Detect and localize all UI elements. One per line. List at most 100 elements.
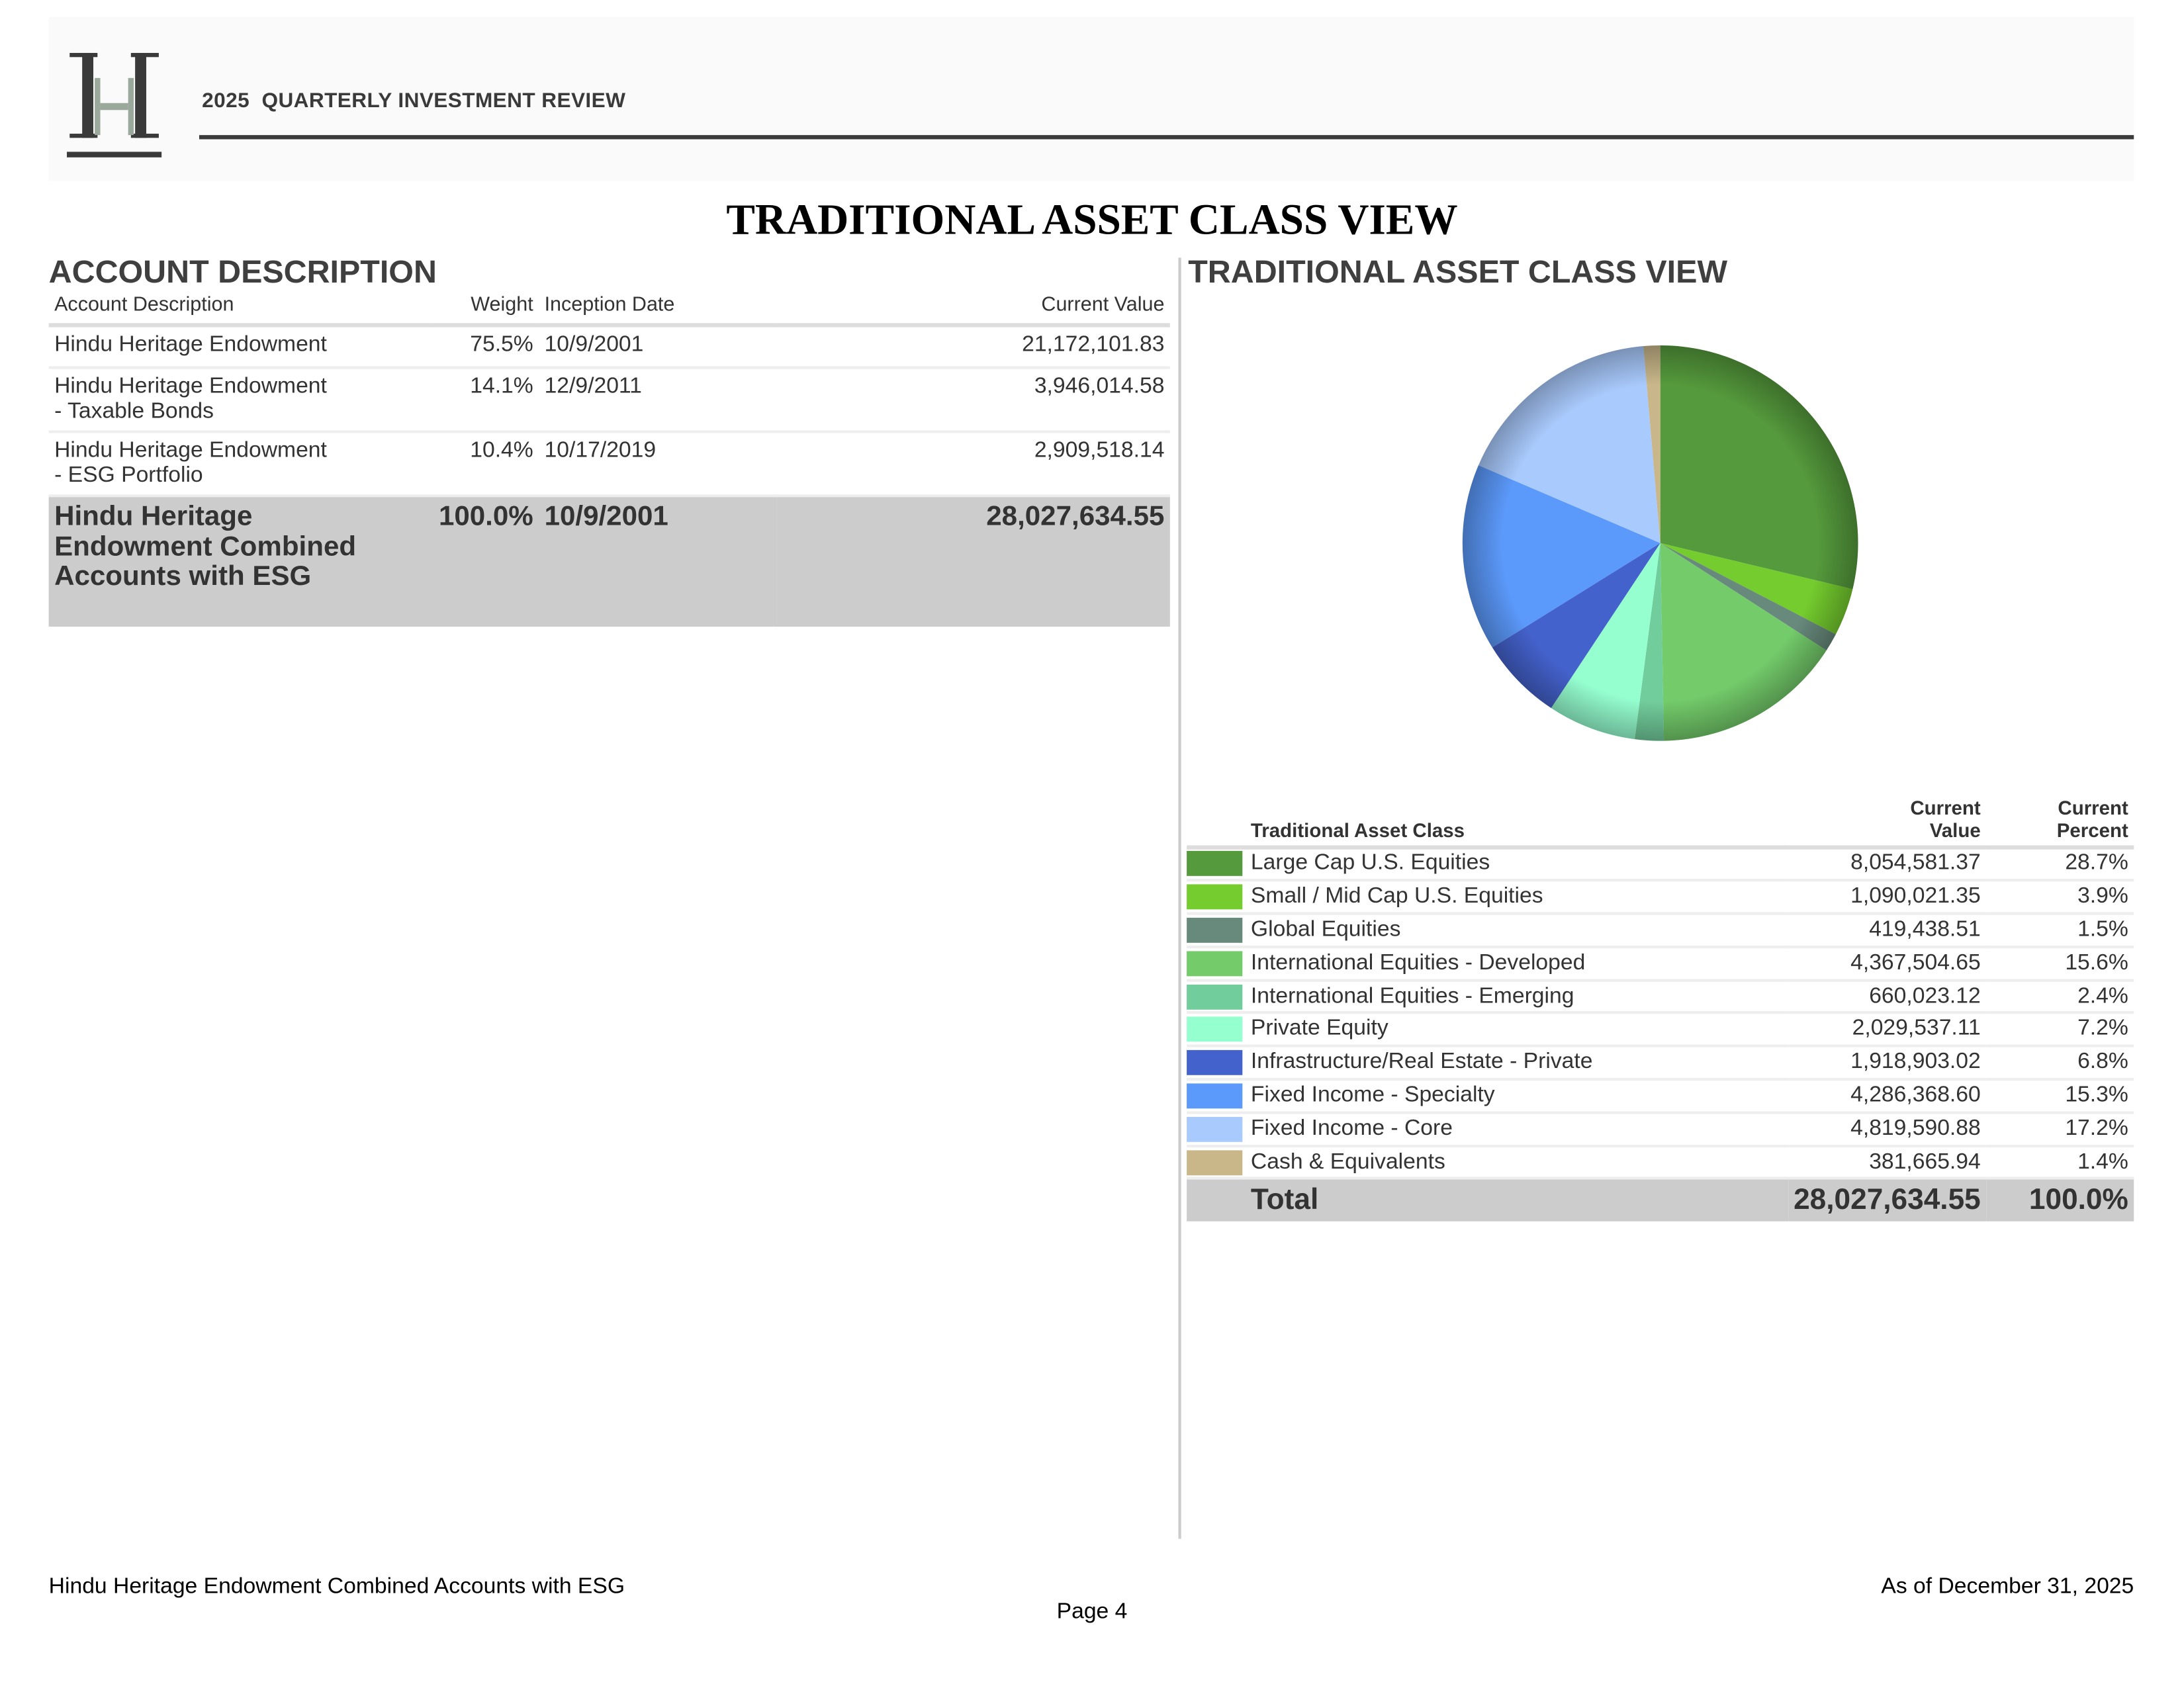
legend-swatch bbox=[1187, 851, 1243, 877]
col-weight: Weight bbox=[433, 289, 539, 328]
total-row: Hindu Heritage Endowment Combined Accoun… bbox=[48, 496, 1170, 627]
asset-class-name: Global Equities bbox=[1245, 913, 1788, 948]
column-divider bbox=[1178, 257, 1181, 1539]
legend-swatch bbox=[1187, 1149, 1243, 1175]
swatch-cell bbox=[1187, 880, 1246, 915]
footer-account-name: Hindu Heritage Endowment Combined Accoun… bbox=[48, 1575, 625, 1599]
asset-section-title: TRADITIONAL ASSET CLASS VIEW bbox=[1188, 253, 1728, 290]
weight: 75.5% bbox=[433, 325, 539, 369]
total-description: Hindu Heritage Endowment Combined Accoun… bbox=[48, 496, 433, 627]
asset-class-value: 1,918,903.02 bbox=[1788, 1046, 1987, 1081]
total-value: 28,027,634.55 bbox=[772, 496, 1170, 627]
weight: 14.1% bbox=[433, 367, 539, 433]
swatch-cell bbox=[1187, 846, 1246, 882]
table-row: Hindu Heritage Endowment - Taxable Bonds … bbox=[48, 367, 1170, 433]
legend-swatch bbox=[1187, 917, 1243, 943]
pie-shading bbox=[1462, 345, 1858, 741]
inception-date: 12/9/2011 bbox=[539, 367, 773, 433]
inception-date: 10/9/2001 bbox=[539, 325, 773, 369]
header-line: Percent bbox=[2056, 818, 2128, 841]
weight: 10.4% bbox=[433, 431, 539, 498]
asset-class-value: 2,029,537.11 bbox=[1788, 1013, 1987, 1048]
asset-class-percent: 1.5% bbox=[1986, 913, 2134, 948]
report-title: 2025 QUARTERLY INVESTMENT REVIEW bbox=[202, 89, 626, 113]
current-value: 2,909,518.14 bbox=[772, 431, 1170, 498]
footer-as-of-date: As of December 31, 2025 bbox=[1881, 1575, 2134, 1599]
asset-class-row: International Equities - Developed 4,367… bbox=[1187, 946, 2134, 982]
table-header-row: Traditional Asset Class Current Value Cur… bbox=[1187, 793, 2134, 849]
page-header bbox=[48, 17, 2134, 181]
header-line: Current bbox=[2058, 795, 2128, 819]
asset-class-name: Large Cap U.S. Equities bbox=[1245, 846, 1788, 882]
swatch-cell bbox=[1187, 979, 1246, 1015]
asset-allocation-pie-chart bbox=[1462, 345, 1858, 741]
col-inception-date: Inception Date bbox=[539, 289, 773, 328]
swatch-col bbox=[1187, 793, 1246, 849]
logo-h bbox=[67, 52, 162, 157]
asset-class-value: 4,367,504.65 bbox=[1788, 946, 1987, 982]
col-account-description: Account Description bbox=[48, 289, 433, 328]
legend-swatch bbox=[1187, 884, 1243, 910]
col-current-value: Current Value bbox=[1788, 793, 1987, 849]
asset-class-value: 4,286,368.60 bbox=[1788, 1079, 1987, 1114]
desc-line: - Taxable Bonds bbox=[54, 400, 214, 423]
asset-class-percent: 1.4% bbox=[1986, 1145, 2134, 1180]
swatch-cell bbox=[1187, 1013, 1246, 1048]
asset-class-name: Cash & Equivalents bbox=[1245, 1145, 1788, 1180]
inception-date: 10/17/2019 bbox=[539, 431, 773, 498]
desc-line: - ESG Portfolio bbox=[54, 463, 203, 488]
asset-class-percent: 3.9% bbox=[1986, 880, 2134, 915]
header-rule bbox=[199, 135, 2134, 140]
asset-class-value: 419,438.51 bbox=[1788, 913, 1987, 948]
total-row: Total 28,027,634.55 100.0% bbox=[1187, 1178, 2134, 1222]
asset-class-row: Large Cap U.S. Equities 8,054,581.37 28.… bbox=[1187, 846, 2134, 882]
asset-class-value: 381,665.94 bbox=[1788, 1145, 1987, 1180]
asset-class-percent: 17.2% bbox=[1986, 1112, 2134, 1147]
page-number: Page 4 bbox=[1056, 1600, 1128, 1624]
current-value: 3,946,014.58 bbox=[772, 367, 1170, 433]
asset-class-percent: 6.8% bbox=[1986, 1046, 2134, 1081]
legend-swatch bbox=[1187, 984, 1243, 1009]
col-asset-class: Traditional Asset Class bbox=[1245, 793, 1788, 849]
swatch-cell bbox=[1187, 1046, 1246, 1081]
asset-class-name: Fixed Income - Specialty bbox=[1245, 1079, 1788, 1114]
asset-class-percent: 2.4% bbox=[1986, 979, 2134, 1015]
asset-class-table: Traditional Asset Class Current Value Cur… bbox=[1187, 793, 2134, 1222]
total-weight: 100.0% bbox=[433, 496, 539, 627]
swatch-cell bbox=[1187, 1145, 1246, 1180]
table-row: Hindu Heritage Endowment 75.5% 10/9/2001… bbox=[48, 325, 1170, 369]
asset-class-name: International Equities - Emerging bbox=[1245, 979, 1788, 1015]
account-description: Hindu Heritage Endowment bbox=[48, 325, 433, 369]
asset-class-value: 660,023.12 bbox=[1788, 979, 1987, 1015]
account-description: Hindu Heritage Endowment - ESG Portfolio bbox=[48, 431, 433, 498]
asset-class-percent: 15.3% bbox=[1986, 1079, 2134, 1114]
total-value: 28,027,634.55 bbox=[1788, 1178, 1987, 1222]
asset-class-name: International Equities - Developed bbox=[1245, 946, 1788, 982]
asset-class-percent: 28.7% bbox=[1986, 846, 2134, 882]
asset-class-row: Fixed Income - Core 4,819,590.88 17.2% bbox=[1187, 1112, 2134, 1147]
asset-class-value: 1,090,021.35 bbox=[1788, 880, 1987, 915]
asset-class-name: Fixed Income - Core bbox=[1245, 1112, 1788, 1147]
asset-class-name: Infrastructure/Real Estate - Private bbox=[1245, 1046, 1788, 1081]
total-label: Total bbox=[1245, 1178, 1788, 1222]
asset-class-name: Private Equity bbox=[1245, 1013, 1788, 1048]
swatch-cell bbox=[1187, 913, 1246, 948]
legend-swatch bbox=[1187, 1050, 1243, 1076]
col-current-percent: Current Percent bbox=[1986, 793, 2134, 849]
page-title: TRADITIONAL ASSET CLASS VIEW bbox=[726, 195, 1458, 244]
col-current-value: Current Value bbox=[772, 289, 1170, 328]
current-value: 21,172,101.83 bbox=[772, 325, 1170, 369]
legend-swatch bbox=[1187, 1083, 1243, 1109]
header-line: Current bbox=[1910, 795, 1981, 819]
total-percent: 100.0% bbox=[1986, 1178, 2134, 1222]
asset-class-row: Cash & Equivalents 381,665.94 1.4% bbox=[1187, 1145, 2134, 1180]
asset-class-row: Small / Mid Cap U.S. Equities 1,090,021.… bbox=[1187, 880, 2134, 915]
swatch-cell bbox=[1187, 1178, 1246, 1222]
legend-swatch bbox=[1187, 1017, 1243, 1043]
asset-class-percent: 7.2% bbox=[1986, 1013, 2134, 1048]
asset-class-row: International Equities - Emerging 660,02… bbox=[1187, 979, 2134, 1015]
swatch-cell bbox=[1187, 946, 1246, 982]
header-line: Value bbox=[1929, 818, 1981, 841]
table-row: Hindu Heritage Endowment - ESG Portfolio … bbox=[48, 431, 1170, 498]
legend-swatch bbox=[1187, 1116, 1243, 1142]
